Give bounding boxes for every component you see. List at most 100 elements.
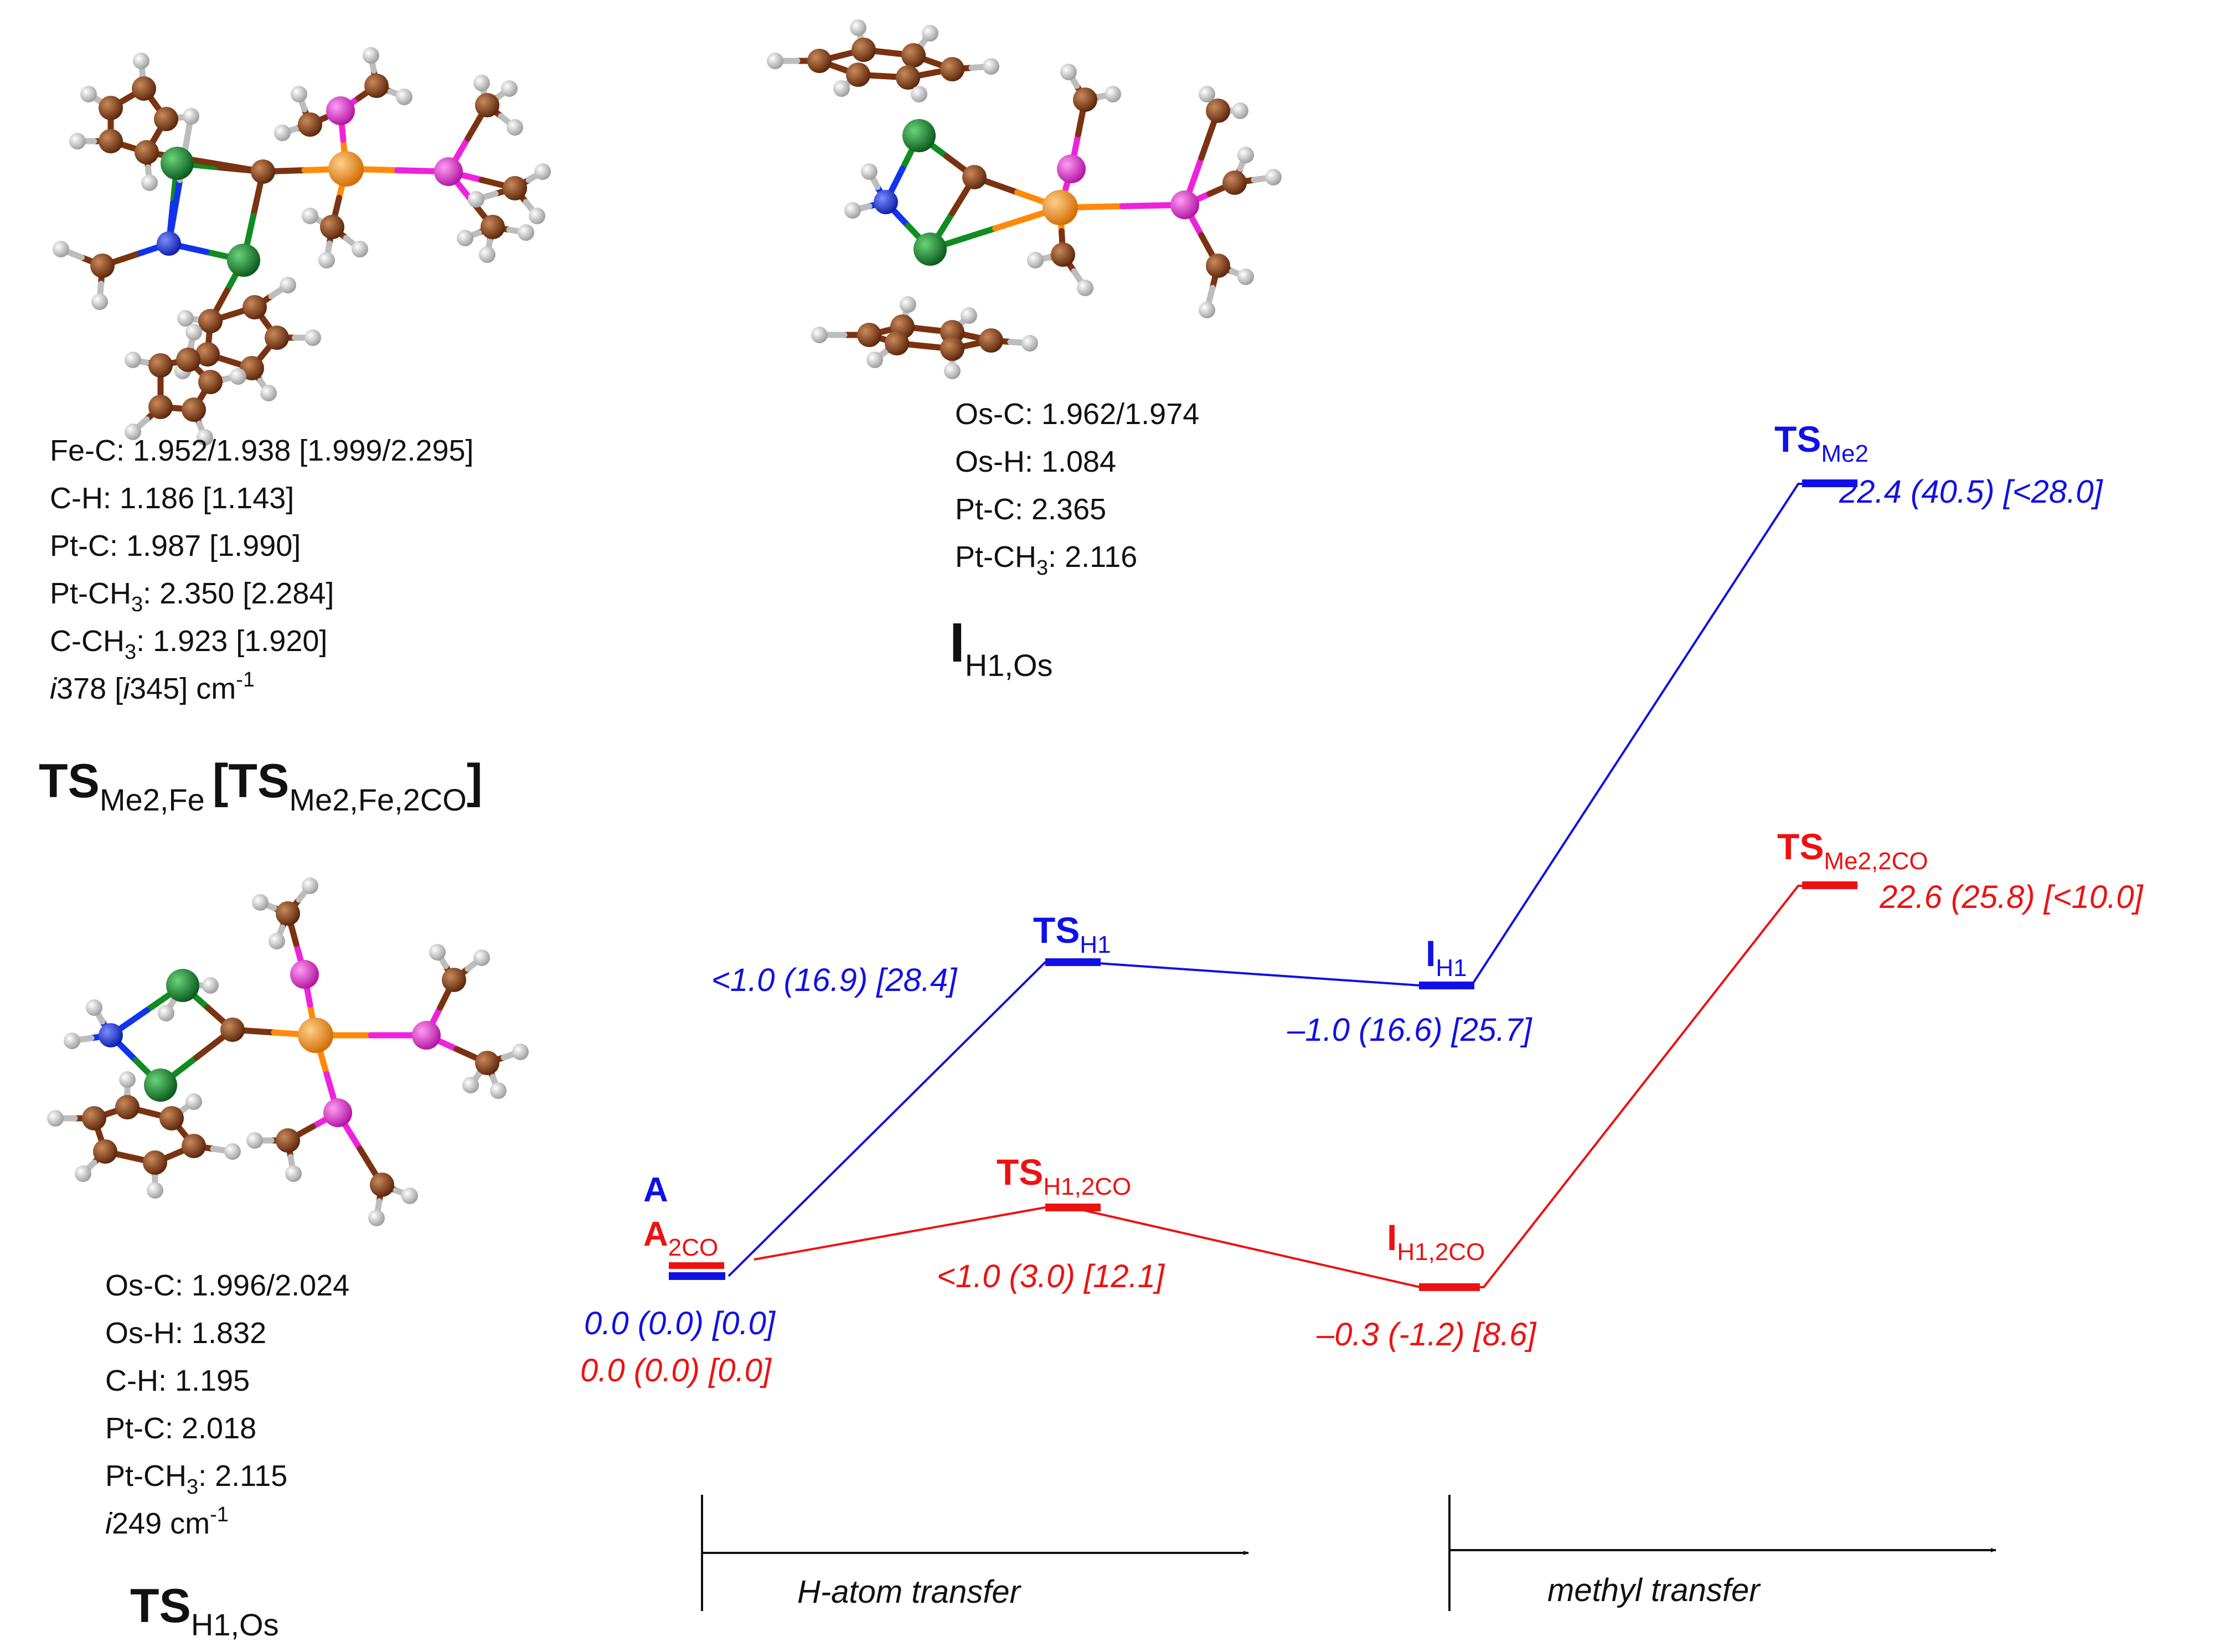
level-red-i-h1-2co <box>1419 1283 1480 1291</box>
hydrogen-atom <box>468 191 484 208</box>
carbon-atom <box>132 76 156 101</box>
carbon-atom <box>979 328 1003 353</box>
hydrogen-atom <box>457 230 473 246</box>
hydrogen-atom <box>202 977 219 994</box>
hydrogen-atom <box>529 208 545 224</box>
carbon-atom <box>846 63 870 87</box>
level-blue-ts-h1 <box>1045 958 1101 966</box>
label-red-ts-h1-2co: TSH1,2CO <box>997 1152 1131 1200</box>
hydrogen-atom <box>1021 335 1038 352</box>
carbon-atom <box>896 65 920 90</box>
carbon-atom <box>364 74 389 98</box>
carbon-atom <box>370 1173 394 1197</box>
hydrogen-atom <box>922 25 938 42</box>
label-red-i-h1-2co: IH1,2CO <box>1387 1217 1485 1266</box>
hydrogen-atom <box>302 208 318 224</box>
chlorine-atom <box>227 244 260 277</box>
hydrogen-atom <box>185 324 202 340</box>
hydrogen-atom <box>462 1077 479 1093</box>
hydrogen-atom <box>507 119 523 136</box>
hydrogen-atom <box>473 949 490 966</box>
level-blue-i-h1 <box>1419 982 1474 989</box>
value-blue-i-h1: –1.0 (16.6) [25.7] <box>1287 1012 1533 1048</box>
hydrogen-atom <box>158 1005 174 1021</box>
hydrogen-atom <box>260 385 277 401</box>
hydrogen-atom <box>844 202 861 219</box>
hydrogen-atom <box>252 894 269 911</box>
hydrogen-atom <box>177 310 194 327</box>
red-pathway-connector <box>754 885 1809 1288</box>
nitrogen-atom <box>874 190 898 214</box>
hydrogen-atom <box>900 296 916 313</box>
hydrogen-atom <box>490 1082 507 1099</box>
distance-line: Pt-C: 1.987 [1.990] <box>50 529 301 562</box>
distance-line: Pt-CH3: 2.116 <box>955 540 1137 580</box>
carbon-atom <box>475 1051 499 1075</box>
carbon-atom <box>481 215 505 239</box>
label-red-ts-me2-2co: TSMe2,2CO <box>1777 826 1928 875</box>
carbon-atom <box>90 254 115 278</box>
carbon-atom <box>182 1134 206 1158</box>
phosphorus-atom <box>323 1098 352 1127</box>
hydrogen-atom <box>291 86 307 102</box>
carbon-atom <box>148 353 173 378</box>
carbon-atom <box>265 326 289 350</box>
chlorine-atom <box>902 119 936 152</box>
distances-ts-me2-fe: Fe-C: 1.952/1.938 [1.999/2.295] C-H: 1.1… <box>50 434 474 705</box>
hydrogen-atom <box>75 1165 91 1182</box>
carbon-atom <box>93 1139 117 1164</box>
distances-i-h1-os: Os-C: 1.962/1.974 Os-H: 1.084 Pt-C: 2.36… <box>955 397 1199 580</box>
hydrogen-atom <box>318 252 335 269</box>
value-blue-a: 0.0 (0.0) [0.0] <box>584 1305 776 1341</box>
nitrogen-atom <box>157 231 181 256</box>
metal-atom <box>1043 190 1078 225</box>
distance-line: C-H: 1.186 [1.143] <box>50 482 294 515</box>
carbon-atom <box>135 140 159 164</box>
carbon-atom <box>442 968 466 992</box>
distance-line: C-CH3: 1.923 [1.920] <box>50 624 327 664</box>
hydrogen-atom <box>352 241 368 257</box>
phosphorus-atom <box>434 157 463 186</box>
hydrogen-atom <box>429 944 446 961</box>
hydrogen-atom <box>119 1071 136 1088</box>
carbon-atom <box>99 96 123 120</box>
hydrogen-atom <box>230 368 246 385</box>
phosphorus-atom <box>412 1021 441 1050</box>
hydrogen-atom <box>866 352 883 368</box>
label-blue-i-h1: IH1 <box>1426 933 1467 982</box>
carbon-atom <box>154 107 178 131</box>
hydrogen-atom <box>518 224 534 241</box>
value-blue-ts-h1: <1.0 (16.9) [28.4] <box>711 962 958 998</box>
carbon-atom <box>176 348 200 372</box>
hydrogen-atom <box>911 86 927 102</box>
hydrogen-atom <box>1237 269 1254 285</box>
metal-atom <box>328 151 364 187</box>
hydrogen-atom <box>1265 169 1282 185</box>
value-red-i-h1-2co: –0.3 (-1.2) [8.6] <box>1316 1317 1537 1352</box>
hydrogen-atom <box>285 1165 302 1182</box>
carbon-atom <box>1073 87 1097 112</box>
label-blue-ts-me2: TSMe2 <box>1774 419 1869 467</box>
distances-ts-h1-os: Os-C: 1.996/2.024 Os-H: 1.832 C-H: 1.195… <box>105 1269 349 1540</box>
carbon-atom <box>182 397 206 422</box>
carbon-atom <box>276 901 300 926</box>
hydrogen-atom <box>1232 102 1248 119</box>
structure-label-ts-h1-os: TSH1,Os <box>130 1579 279 1642</box>
carbon-atom <box>475 93 499 117</box>
molecule-i-h1-os <box>767 19 1282 379</box>
carbon-atom <box>1206 99 1230 123</box>
hydrogen-atom <box>1060 64 1077 80</box>
carbon-atom <box>962 165 987 189</box>
carbon-atom <box>320 215 344 239</box>
distance-line: Os-C: 1.996/2.024 <box>105 1269 349 1302</box>
phosphorus-atom <box>1170 190 1199 219</box>
carbon-atom <box>148 395 173 419</box>
hydrogen-atom <box>512 1044 529 1060</box>
carbon-atom <box>940 57 964 81</box>
carbon-atom <box>159 1106 184 1130</box>
phosphorus-atom <box>290 960 319 989</box>
carbon-atom <box>807 49 832 73</box>
blue-pathway-connector <box>727 483 1809 1277</box>
label-blue-a: A <box>643 1171 668 1209</box>
distance-line: Os-H: 1.832 <box>105 1317 266 1350</box>
